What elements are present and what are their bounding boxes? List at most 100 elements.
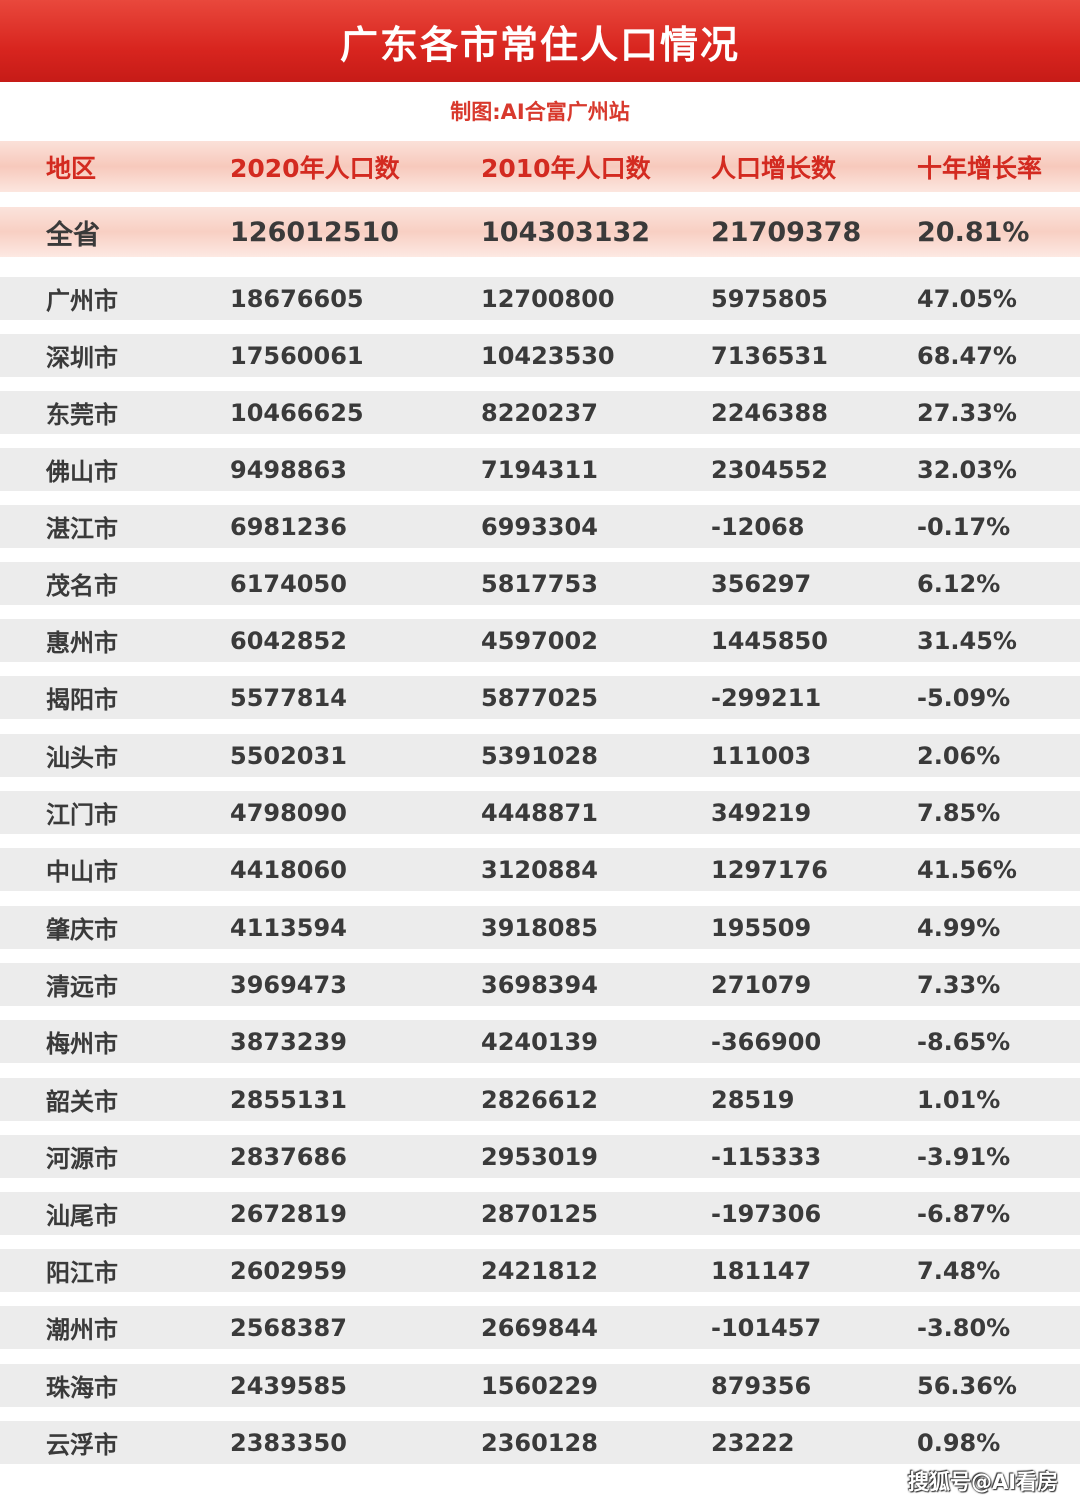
rate-cell: 0.98% (917, 1428, 1001, 1457)
region-cell: 潮州市 (46, 1316, 118, 1344)
pop-2020-cell: 5577814 (230, 683, 347, 712)
pop-2020-cell: 18676605 (230, 284, 364, 313)
pop-2020-cell: 3873239 (230, 1027, 347, 1056)
growth-cell: -12068 (711, 512, 805, 541)
region-cell: 东莞市 (46, 401, 118, 429)
region-cell: 阳江市 (46, 1259, 118, 1287)
pop-2010-cell: 2360128 (481, 1428, 598, 1457)
pop-2020-cell: 9498863 (230, 455, 347, 484)
pop-2010-cell: 3918085 (481, 913, 598, 942)
pop-2020-cell: 6981236 (230, 512, 347, 541)
pop-2020-cell: 2439585 (230, 1371, 347, 1400)
table-row: 东莞市 10466625 8220237 2246388 27.33% (0, 391, 1080, 434)
growth-cell: 7136531 (711, 341, 828, 370)
table-row: 韶关市 2855131 2826612 28519 1.01% (0, 1078, 1080, 1121)
rate-cell: -8.65% (917, 1027, 1011, 1056)
chart-credit: 制图:AI合富广州站 (450, 100, 630, 124)
pop-2010-cell: 4240139 (481, 1027, 598, 1056)
table-row: 云浮市 2383350 2360128 23222 0.98% (0, 1421, 1080, 1464)
rate-cell: 7.48% (917, 1256, 1001, 1285)
pop-2010-cell: 10423530 (481, 341, 615, 370)
column-header-2010: 2010年人口数 (481, 153, 651, 183)
pop-2010-cell: 2421812 (481, 1256, 598, 1285)
pop-2010-cell: 3698394 (481, 970, 598, 999)
column-header-rate: 十年增长率 (917, 153, 1043, 183)
growth-cell: 111003 (711, 741, 812, 770)
region-cell: 云浮市 (46, 1431, 118, 1459)
pop-2010-cell: 5391028 (481, 741, 598, 770)
region-cell: 河源市 (46, 1145, 118, 1173)
growth-cell: -299211 (711, 683, 822, 712)
pop-2020-cell: 6042852 (230, 626, 347, 655)
growth-cell: 181147 (711, 1256, 812, 1285)
growth-cell: 2246388 (711, 398, 828, 427)
region-cell: 广州市 (46, 287, 118, 315)
pop-2010-cell: 5817753 (481, 569, 598, 598)
rate-cell: 7.85% (917, 798, 1001, 827)
region-cell: 茂名市 (46, 572, 118, 600)
table-header: 地区 2020年人口数 2010年人口数 人口增长数 十年增长率 (0, 141, 1080, 192)
growth-cell: 1445850 (711, 626, 828, 655)
region-cell: 梅州市 (46, 1030, 118, 1058)
rate-cell: 27.33% (917, 398, 1017, 427)
rate-cell: -6.87% (917, 1199, 1011, 1228)
pop-2020-cell: 5502031 (230, 741, 347, 770)
table-row: 惠州市 6042852 4597002 1445850 31.45% (0, 619, 1080, 662)
region-cell: 湛江市 (46, 515, 118, 543)
region-cell: 韶关市 (46, 1088, 118, 1116)
region-cell: 江门市 (46, 801, 118, 829)
table-row: 潮州市 2568387 2669844 -101457 -3.80% (0, 1306, 1080, 1349)
table-row: 汕尾市 2672819 2870125 -197306 -6.87% (0, 1192, 1080, 1235)
growth-cell: 879356 (711, 1371, 812, 1400)
region-cell: 汕头市 (46, 744, 118, 772)
table-row: 湛江市 6981236 6993304 -12068 -0.17% (0, 505, 1080, 548)
growth-cell: -115333 (711, 1142, 822, 1171)
pop-2010-cell: 3120884 (481, 855, 598, 884)
pop-2020-cell: 4418060 (230, 855, 347, 884)
total-2020: 126012510 (230, 216, 400, 248)
region-cell: 汕尾市 (46, 1202, 118, 1230)
table-row: 河源市 2837686 2953019 -115333 -3.91% (0, 1135, 1080, 1178)
pop-2020-cell: 10466625 (230, 398, 364, 427)
pop-2010-cell: 2953019 (481, 1142, 598, 1171)
rate-cell: 68.47% (917, 341, 1017, 370)
pop-2020-cell: 2568387 (230, 1313, 347, 1342)
table-row: 阳江市 2602959 2421812 181147 7.48% (0, 1249, 1080, 1292)
growth-cell: -366900 (711, 1027, 822, 1056)
rate-cell: -3.91% (917, 1142, 1011, 1171)
region-cell: 珠海市 (46, 1374, 118, 1402)
page-title: 广东各市常住人口情况 (339, 22, 740, 67)
pop-2010-cell: 2870125 (481, 1199, 598, 1228)
growth-cell: 356297 (711, 569, 812, 598)
pop-2010-cell: 8220237 (481, 398, 598, 427)
rate-cell: -5.09% (917, 683, 1011, 712)
region-cell: 清远市 (46, 973, 118, 1001)
pop-2010-cell: 4597002 (481, 626, 598, 655)
region-cell: 惠州市 (46, 629, 118, 657)
growth-cell: 195509 (711, 913, 812, 942)
pop-2020-cell: 3969473 (230, 970, 347, 999)
table-row: 广州市 18676605 12700800 5975805 47.05% (0, 277, 1080, 320)
pop-2020-cell: 4798090 (230, 798, 347, 827)
growth-cell: 23222 (711, 1428, 795, 1457)
column-header-growth: 人口增长数 (711, 153, 837, 183)
growth-cell: 2304552 (711, 455, 828, 484)
table-row: 揭阳市 5577814 5877025 -299211 -5.09% (0, 676, 1080, 719)
region-cell: 深圳市 (46, 344, 118, 372)
growth-cell: 271079 (711, 970, 812, 999)
pop-2010-cell: 2669844 (481, 1313, 598, 1342)
pop-2010-cell: 7194311 (481, 455, 598, 484)
region-cell: 佛山市 (46, 458, 118, 486)
table-row: 珠海市 2439585 1560229 879356 56.36% (0, 1364, 1080, 1407)
rate-cell: 56.36% (917, 1371, 1017, 1400)
region-cell: 肇庆市 (46, 916, 118, 944)
pop-2010-cell: 4448871 (481, 798, 598, 827)
rate-cell: 6.12% (917, 569, 1001, 598)
pop-2020-cell: 4113594 (230, 913, 347, 942)
rate-cell: -3.80% (917, 1313, 1011, 1342)
growth-cell: 349219 (711, 798, 812, 827)
total-region: 全省 (46, 219, 100, 251)
pop-2020-cell: 17560061 (230, 341, 364, 370)
table-row: 江门市 4798090 4448871 349219 7.85% (0, 791, 1080, 834)
growth-cell: 1297176 (711, 855, 828, 884)
